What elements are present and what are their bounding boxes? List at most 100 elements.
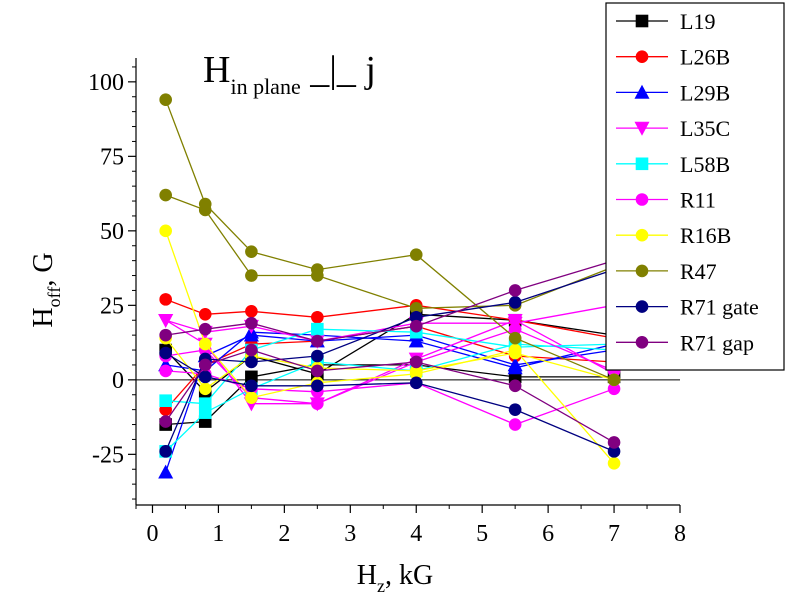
legend: L19 L26B L29B L35C L58B R11 R16B R47 R71 gate R71… (605, 2, 785, 371)
data-point (198, 358, 212, 372)
data-point (607, 373, 621, 387)
data-point (245, 316, 258, 330)
data-point (198, 382, 212, 396)
legend-marker (635, 193, 649, 206)
data-point (159, 394, 172, 408)
legend-marker (635, 14, 649, 28)
series-r47 (159, 93, 621, 387)
legend-item: L29B (616, 80, 730, 105)
legend-marker (635, 228, 649, 242)
legend-box (605, 2, 785, 371)
data-point (311, 334, 324, 348)
data-point (311, 364, 324, 378)
data-point (311, 322, 324, 336)
series-line (165, 328, 615, 405)
data-point (409, 319, 423, 333)
data-point (159, 364, 172, 378)
data-point (245, 355, 258, 369)
data-point (159, 445, 172, 458)
legend-marker (634, 84, 650, 99)
data-point (409, 248, 423, 261)
data-point (198, 322, 212, 336)
legend-label: R16B (680, 223, 731, 248)
data-point (508, 296, 522, 309)
x-tick-label: 7 (608, 521, 620, 547)
data-point (245, 304, 258, 318)
x-tick-label: 3 (344, 521, 356, 547)
data-point (311, 397, 324, 410)
legend-label: R47 (680, 259, 717, 284)
series-r71-gap (159, 254, 621, 449)
legend-item: L26B (616, 45, 730, 70)
legend-label: R71 gap (680, 330, 754, 355)
y-tick-label: 25 (100, 293, 124, 319)
legend-label: R71 gate (680, 295, 759, 320)
series-r71-gate (159, 263, 621, 458)
data-point (508, 403, 522, 416)
data-point (245, 379, 258, 393)
data-point (607, 456, 621, 470)
series-line (165, 364, 615, 426)
data-point (311, 310, 324, 324)
legend-marker (634, 121, 650, 136)
data-point (508, 284, 522, 297)
data-point (198, 370, 212, 384)
data-point (198, 406, 212, 419)
data-point (508, 418, 522, 431)
data-point (408, 333, 424, 348)
x-tick-label: 8 (674, 521, 686, 547)
series-line (165, 298, 615, 339)
data-point (159, 93, 172, 107)
legend-item: R71 gap (616, 330, 754, 355)
x-tick-label: 2 (278, 521, 290, 547)
data-point (409, 355, 423, 369)
legend-item: L19 (616, 9, 715, 34)
data-point (245, 245, 258, 258)
chart-annotation: Hin plane _|_ j (203, 49, 376, 99)
data-point (245, 269, 258, 282)
series-r16b (159, 224, 621, 470)
data-point (158, 464, 174, 479)
legend-label: L19 (680, 9, 715, 34)
series-l26b (159, 293, 621, 416)
series-line (165, 352, 615, 452)
x-tick-label: 5 (476, 521, 488, 547)
legend-item: L58B (616, 152, 730, 177)
y-tick-label: 100 (88, 70, 124, 96)
series-layer (158, 93, 622, 479)
legend-item: R11 (616, 188, 716, 213)
x-tick-label: 1 (212, 521, 224, 547)
series-line (165, 349, 615, 443)
legend-label: L35C (680, 116, 730, 141)
legend-item: R47 (616, 259, 717, 284)
y-tick-label: 75 (100, 144, 124, 170)
legend-marker (635, 264, 649, 278)
legend-marker (635, 157, 649, 171)
data-point (311, 269, 324, 282)
data-point (311, 349, 324, 363)
data-point (508, 379, 522, 393)
data-point (508, 331, 522, 345)
x-axis-title: Hz, kG (357, 560, 433, 596)
legend-marker (635, 50, 649, 64)
series-line (165, 304, 615, 342)
x-tick-label: 6 (542, 521, 554, 547)
y-axis-title: Hoff, G (28, 252, 64, 327)
legend-label: L26B (680, 45, 730, 70)
x-tick-label: 4 (410, 521, 422, 547)
y-tick-label: 0 (112, 368, 124, 394)
data-point (245, 391, 258, 405)
legend-label: L58B (680, 152, 730, 177)
y-tick-label: 50 (100, 219, 124, 245)
data-point (198, 307, 212, 321)
legend-item: L35C (616, 116, 730, 141)
x-tick-label: 0 (146, 521, 158, 547)
data-point (507, 360, 523, 375)
data-point (607, 436, 621, 449)
data-point (311, 379, 324, 393)
legend-item: R71 gate (616, 295, 759, 320)
data-point (409, 376, 423, 390)
data-point (198, 337, 212, 351)
axes: 0 1 2 3 4 5 6 7 8 -25 0 25 50 75 100 (88, 58, 686, 547)
